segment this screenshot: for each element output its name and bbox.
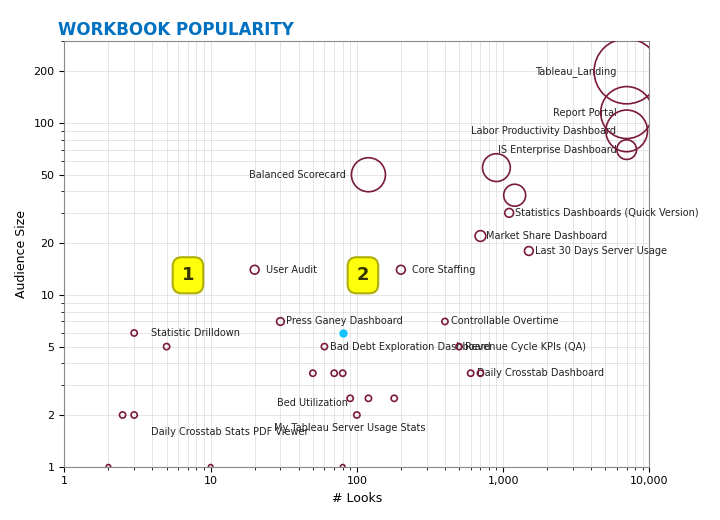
- Point: [103, 463, 114, 471]
- Point: [307, 369, 319, 378]
- Text: Core Staffing: Core Staffing: [413, 265, 476, 275]
- Text: Revenue Cycle KPIs (QA): Revenue Cycle KPIs (QA): [465, 342, 586, 352]
- Text: Balanced Scorecard: Balanced Scorecard: [249, 170, 346, 180]
- Point: [337, 369, 348, 378]
- Text: User Audit: User Audit: [266, 265, 318, 275]
- Text: My Tableau Server Usage Stats: My Tableau Server Usage Stats: [274, 423, 426, 433]
- Point: [363, 171, 374, 179]
- Point: [351, 411, 363, 419]
- Point: [161, 343, 172, 351]
- Point: [621, 67, 632, 75]
- Point: [128, 329, 140, 337]
- Text: WORKBOOK POPULARITY: WORKBOOK POPULARITY: [58, 21, 294, 39]
- Point: [474, 232, 486, 240]
- Point: [490, 163, 502, 172]
- Text: Daily Crosstab Dashboard: Daily Crosstab Dashboard: [477, 368, 603, 378]
- Y-axis label: Audience Size: Audience Size: [15, 210, 28, 298]
- Point: [439, 317, 451, 326]
- Point: [319, 343, 330, 351]
- Text: 1: 1: [181, 266, 194, 284]
- Point: [621, 146, 632, 154]
- Point: [465, 369, 477, 378]
- Point: [328, 369, 340, 378]
- Point: [363, 394, 374, 402]
- Point: [274, 317, 286, 326]
- Point: [337, 329, 348, 337]
- Text: Last 30 Days Server Usage: Last 30 Days Server Usage: [535, 246, 667, 256]
- Point: [117, 411, 128, 419]
- Text: Tableau_Landing: Tableau_Landing: [535, 66, 616, 77]
- Point: [344, 394, 356, 402]
- Point: [454, 343, 465, 351]
- Point: [395, 266, 407, 274]
- Point: [523, 247, 535, 255]
- Text: Daily Crosstab Stats PDF Viewer: Daily Crosstab Stats PDF Viewer: [150, 427, 308, 437]
- Point: [388, 394, 400, 402]
- X-axis label: # Looks: # Looks: [332, 492, 382, 505]
- Point: [205, 463, 217, 471]
- Point: [621, 127, 632, 135]
- Text: Labor Productivity Dashboard: Labor Productivity Dashboard: [472, 126, 616, 136]
- Text: Report Portal: Report Portal: [553, 108, 616, 118]
- Text: Statistic Drilldown: Statistic Drilldown: [150, 328, 240, 338]
- Text: Press Ganey Dashboard: Press Ganey Dashboard: [287, 317, 403, 327]
- Text: Controllable Overtime: Controllable Overtime: [451, 317, 559, 327]
- Text: IS Enterprise Dashboard: IS Enterprise Dashboard: [498, 145, 616, 154]
- Point: [509, 191, 521, 199]
- Point: [503, 209, 515, 217]
- Text: 2: 2: [356, 266, 369, 284]
- Point: [128, 411, 140, 419]
- Text: Statistics Dashboards (Quick Version): Statistics Dashboards (Quick Version): [516, 208, 699, 218]
- Text: Market Share Dashboard: Market Share Dashboard: [487, 231, 608, 241]
- Text: Bad Debt Exploration Dashboard: Bad Debt Exploration Dashboard: [330, 342, 491, 352]
- Point: [474, 369, 486, 378]
- Text: Bed Utilization: Bed Utilization: [277, 398, 348, 408]
- Point: [337, 463, 348, 471]
- Point: [621, 108, 632, 116]
- Point: [249, 266, 261, 274]
